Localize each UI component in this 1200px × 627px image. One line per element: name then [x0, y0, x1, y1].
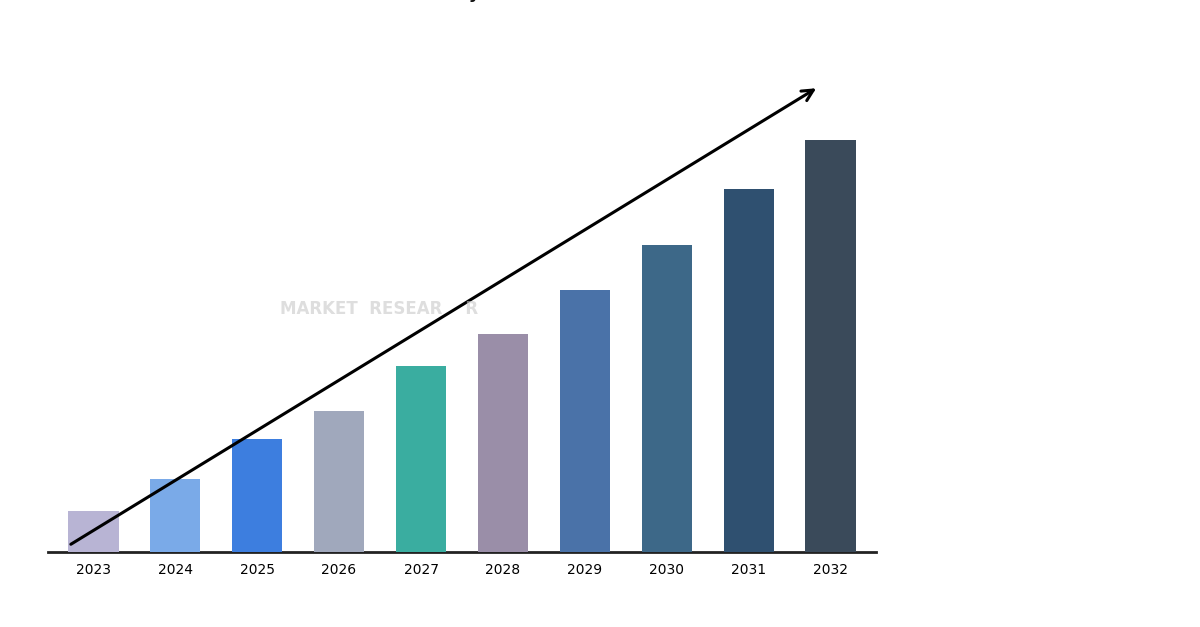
Bar — [313, 411, 365, 552]
Bar — [396, 366, 446, 552]
Title: Autonomous Mobile Manipulator Robots
Market is Expected to Grow For USD 2.2839
B: Autonomous Mobile Manipulator Robots Mar… — [203, 0, 721, 3]
Bar — [67, 512, 119, 552]
Bar — [724, 189, 774, 552]
Bar — [478, 334, 528, 552]
Text: 25.30%: 25.30% — [931, 294, 1151, 345]
Bar — [232, 439, 282, 552]
Text: 2024-2032: 2024-2032 — [942, 485, 1140, 518]
Bar — [559, 290, 611, 552]
Text: MARKET  RESEAR    R: MARKET RESEAR R — [280, 300, 479, 319]
Text: CAGR From: CAGR From — [979, 423, 1103, 442]
Text: Autonomous Mobile
Manipulator Robots
Market Research Report
2032: Autonomous Mobile Manipulator Robots Mar… — [898, 71, 1184, 180]
Bar — [805, 140, 857, 552]
Bar — [642, 245, 692, 552]
Bar — [150, 479, 200, 552]
